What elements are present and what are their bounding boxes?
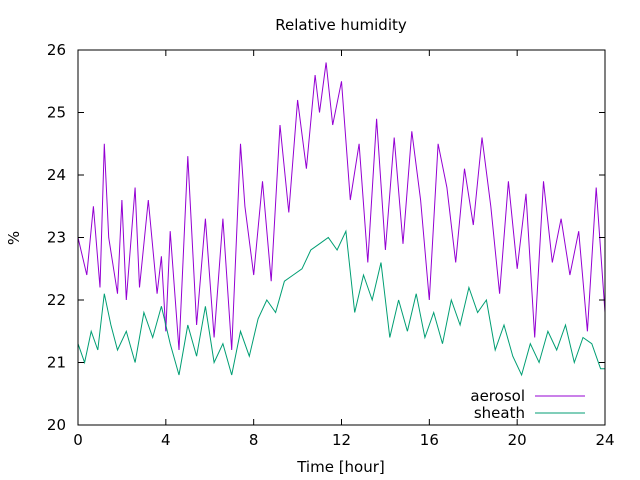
series-line-sheath — [77, 229, 605, 377]
legend-label-aerosol: aerosol — [470, 387, 525, 405]
x-tick-label: 20 — [508, 431, 527, 449]
x-axis-label: Time [hour] — [296, 458, 385, 476]
axis-ticks: 0 4 8 12 16 20 24 20 21 22 23 24 25 26 — [47, 41, 615, 449]
y-tick-label: 25 — [47, 104, 66, 122]
x-tick-label: 0 — [73, 431, 83, 449]
series-line-aerosol — [77, 62, 606, 351]
x-tick-label: 4 — [161, 431, 171, 449]
plot-area — [77, 62, 606, 377]
y-tick-label: 23 — [47, 229, 66, 247]
y-tick-label: 20 — [47, 416, 66, 434]
x-tick-label: 16 — [420, 431, 439, 449]
y-tick-label: 26 — [47, 41, 66, 59]
x-tick-label: 24 — [595, 431, 614, 449]
chart-title: Relative humidity — [275, 16, 407, 34]
y-axis-label: % — [5, 231, 23, 245]
legend-label-sheath: sheath — [474, 404, 525, 422]
y-tick-label: 24 — [47, 166, 66, 184]
x-tick-label: 8 — [249, 431, 259, 449]
x-tick-label: 12 — [332, 431, 351, 449]
y-tick-label: 21 — [47, 354, 66, 372]
y-tick-label: 22 — [47, 291, 66, 309]
plot-frame — [77, 49, 606, 426]
